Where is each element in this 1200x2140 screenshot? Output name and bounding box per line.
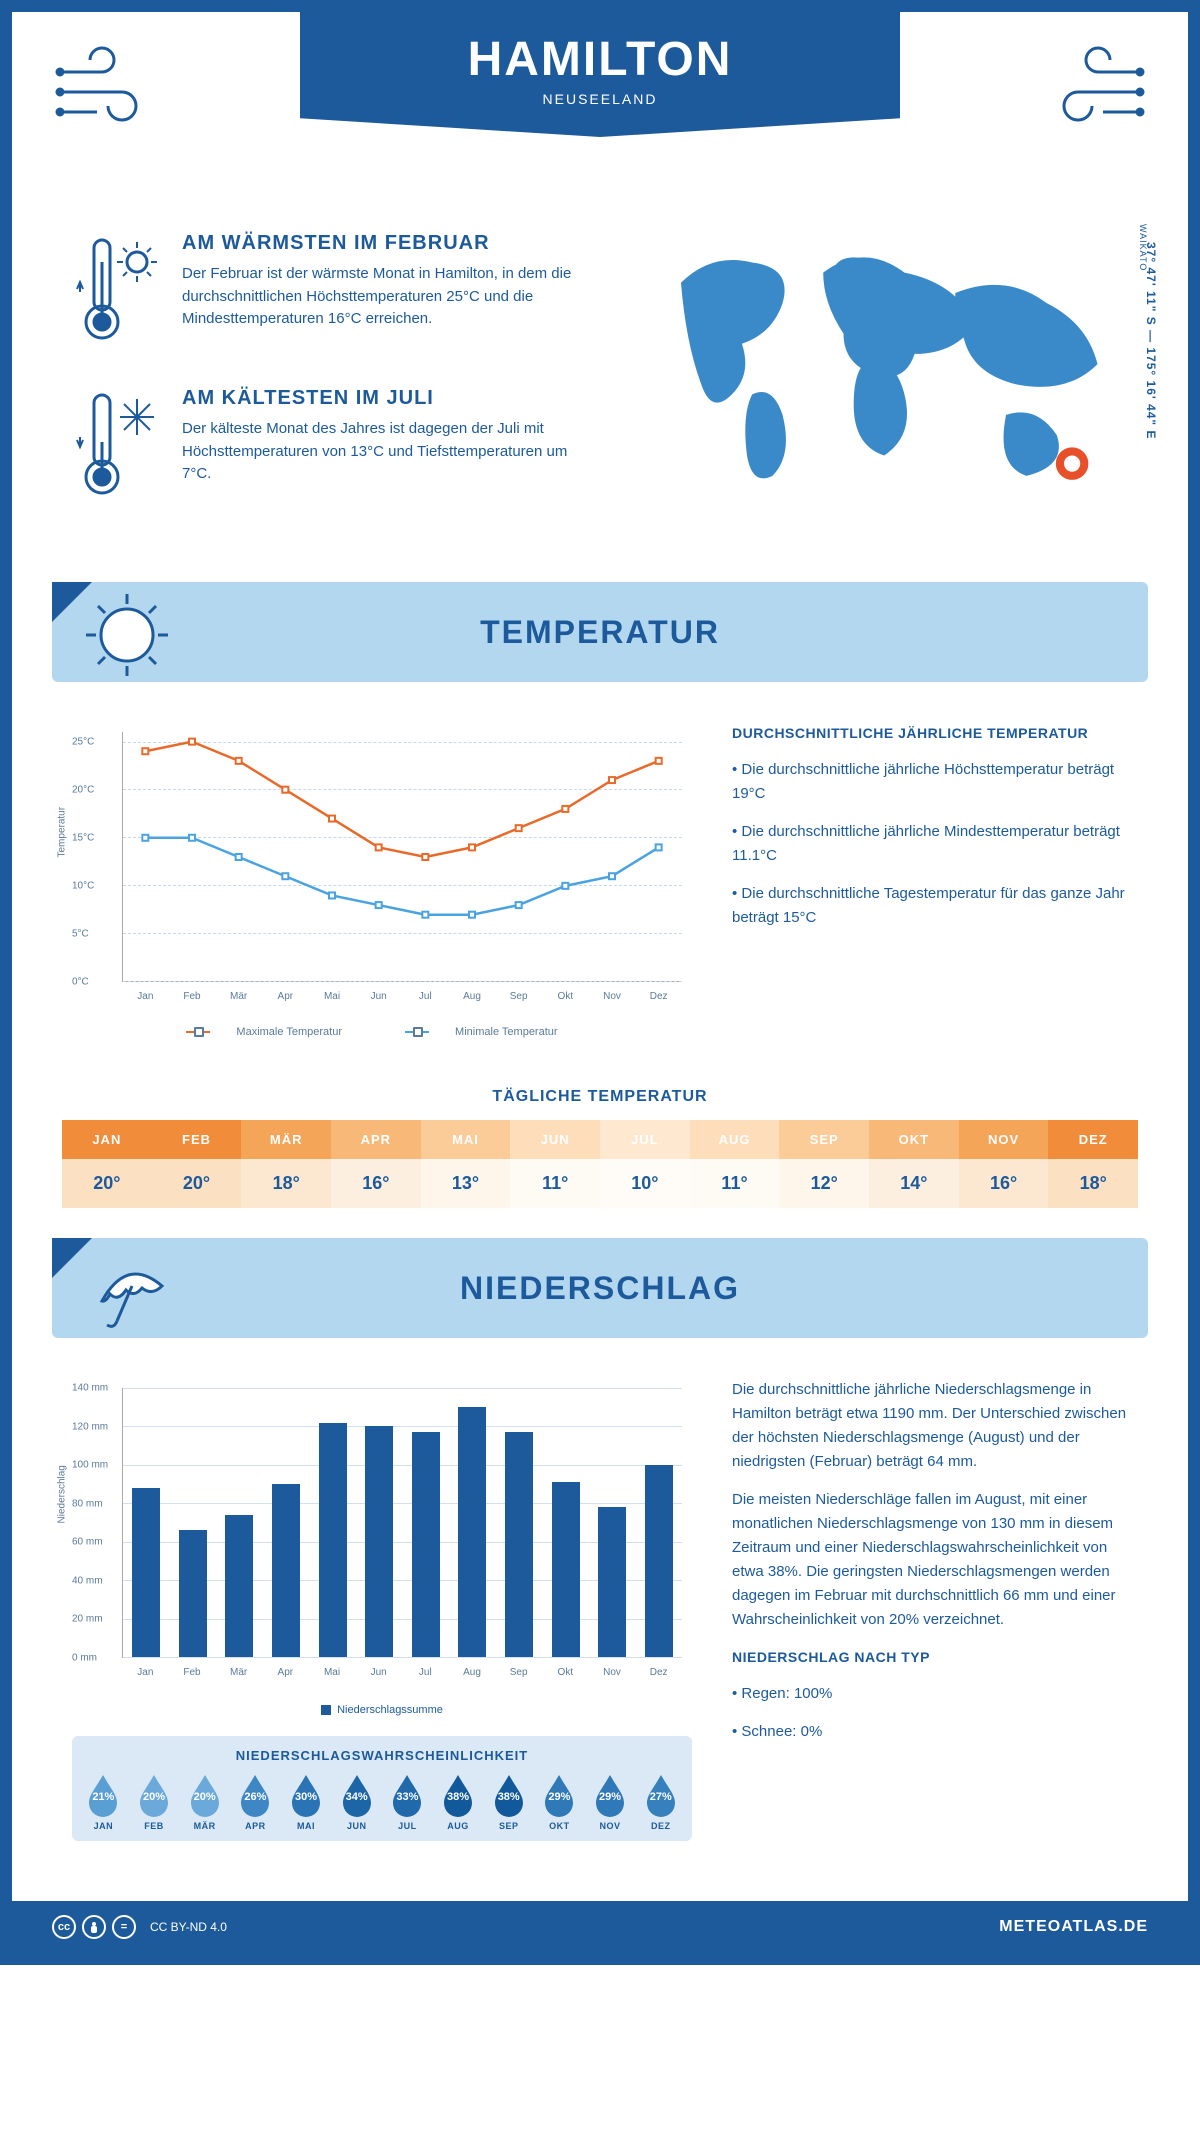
rain-type-title: NIEDERSCHLAG NACH TYP <box>732 1646 1128 1668</box>
table-col: NOV16° <box>959 1120 1049 1208</box>
table-col: OKT14° <box>869 1120 959 1208</box>
umbrella-icon <box>82 1246 172 1341</box>
precipitation-probability-box: NIEDERSCHLAGSWAHRSCHEINLICHKEIT 21%JAN20… <box>72 1736 692 1841</box>
prob-drop: 34%JUN <box>331 1773 382 1831</box>
table-col: APR16° <box>331 1120 421 1208</box>
license-text: CC BY-ND 4.0 <box>150 1920 227 1934</box>
temp-legend: Maximale Temperatur Minimale Temperatur <box>72 1026 692 1038</box>
table-col: MÄR18° <box>241 1120 331 1208</box>
prob-drop: 38%SEP <box>483 1773 534 1831</box>
thermometer-hot-icon <box>72 232 162 357</box>
footer: cc = CC BY-ND 4.0 METEOATLAS.DE <box>12 1901 1188 1953</box>
header: HAMILTON NEUSEELAND <box>12 12 1188 212</box>
prob-drop: 27%DEZ <box>635 1773 686 1831</box>
thermometer-cold-icon <box>72 387 162 512</box>
daily-temp-table: JAN20°FEB20°MÄR18°APR16°MAI13°JUN11°JUL1… <box>62 1120 1138 1208</box>
table-col: SEP12° <box>779 1120 869 1208</box>
prob-drop: 20%FEB <box>129 1773 180 1831</box>
y-axis-label: Niederschlag <box>57 1465 68 1523</box>
rain-para: Die meisten Niederschläge fallen im Augu… <box>732 1488 1128 1632</box>
temperature-section-header: TEMPERATUR <box>52 582 1148 682</box>
temperature-line-chart: Temperatur 0°C5°C10°C15°C20°C25°CJanFebM… <box>72 722 692 1022</box>
intro-section: AM WÄRMSTEN IM FEBRUAR Der Februar ist d… <box>12 212 1188 572</box>
temp-bullet: • Die durchschnittliche jährliche Höchst… <box>732 758 1128 806</box>
prob-drop: 20%MÄR <box>179 1773 230 1831</box>
table-col: JAN20° <box>62 1120 152 1208</box>
prob-drop: 38%AUG <box>433 1773 484 1831</box>
rain-legend-label: Niederschlagssumme <box>337 1704 443 1716</box>
legend-max: Maximale Temperatur <box>236 1026 342 1038</box>
temp-bullet: • Die durchschnittliche jährliche Mindes… <box>732 820 1128 868</box>
warm-fact: AM WÄRMSTEN IM FEBRUAR Der Februar ist d… <box>72 232 580 357</box>
table-col: MAI13° <box>421 1120 511 1208</box>
warm-title: AM WÄRMSTEN IM FEBRUAR <box>182 232 580 255</box>
wind-icon <box>52 42 172 137</box>
temperature-row: Temperatur 0°C5°C10°C15°C20°C25°CJanFebM… <box>12 712 1188 1068</box>
prob-drop: 33%JUL <box>382 1773 433 1831</box>
y-axis-label: Temperatur <box>57 807 68 858</box>
coordinates: 37° 47' 11" S — 175° 16' 44" E <box>1144 242 1158 439</box>
world-map-icon <box>620 232 1128 496</box>
table-col: FEB20° <box>152 1120 242 1208</box>
table-col: JUL10° <box>600 1120 690 1208</box>
cold-fact: AM KÄLTESTEN IM JULI Der kälteste Monat … <box>72 387 580 512</box>
precipitation-section-header: NIEDERSCHLAG <box>52 1238 1148 1338</box>
cc-icon: cc <box>52 1915 76 1939</box>
temp-side-title: DURCHSCHNITTLICHE JÄHRLICHE TEMPERATUR <box>732 722 1128 744</box>
page: HAMILTON NEUSEELAND AM WÄRMSTEN IM FEBRU… <box>0 0 1200 1965</box>
table-col: AUG11° <box>690 1120 780 1208</box>
rain-side-text: Die durchschnittliche jährliche Niedersc… <box>732 1378 1128 1841</box>
prob-drop: 21%JAN <box>78 1773 129 1831</box>
nd-icon: = <box>112 1915 136 1939</box>
precipitation-bar-chart: Niederschlag 0 mm20 mm40 mm60 mm80 mm100… <box>72 1378 692 1698</box>
temp-side-text: DURCHSCHNITTLICHE JÄHRLICHE TEMPERATUR •… <box>732 722 1128 1038</box>
city-name: HAMILTON <box>300 32 900 87</box>
temp-bullet: • Die durchschnittliche Tagestemperatur … <box>732 882 1128 930</box>
prob-drop: 29%OKT <box>534 1773 585 1831</box>
warm-text: Der Februar ist der wärmste Monat in Ham… <box>182 263 580 331</box>
wind-icon <box>1028 42 1148 137</box>
prob-drop: 29%NOV <box>585 1773 636 1831</box>
rain-legend: Niederschlagssumme <box>72 1704 692 1716</box>
precipitation-row: Niederschlag 0 mm20 mm40 mm60 mm80 mm100… <box>12 1368 1188 1871</box>
table-col: DEZ18° <box>1048 1120 1138 1208</box>
table-col: JUN11° <box>510 1120 600 1208</box>
rain-title: NIEDERSCHLAG <box>460 1270 740 1307</box>
rain-para: Die durchschnittliche jährliche Niedersc… <box>732 1378 1128 1474</box>
prob-drop: 30%MAI <box>281 1773 332 1831</box>
by-icon <box>82 1915 106 1939</box>
country-name: NEUSEELAND <box>300 91 900 107</box>
cold-title: AM KÄLTESTEN IM JULI <box>182 387 580 410</box>
cold-text: Der kälteste Monat des Jahres ist dagege… <box>182 418 580 486</box>
legend-min: Minimale Temperatur <box>455 1026 558 1038</box>
temp-title: TEMPERATUR <box>480 614 720 651</box>
rain-type-bullet: • Regen: 100% <box>732 1682 1128 1706</box>
license-badge: cc = CC BY-ND 4.0 <box>52 1915 227 1939</box>
title-banner: HAMILTON NEUSEELAND <box>300 12 900 137</box>
rain-type-bullet: • Schnee: 0% <box>732 1720 1128 1744</box>
prob-drop: 26%APR <box>230 1773 281 1831</box>
daily-temp-title: TÄGLICHE TEMPERATUR <box>12 1088 1188 1106</box>
sun-icon <box>82 590 172 685</box>
brand: METEOATLAS.DE <box>999 1918 1148 1936</box>
prob-title: NIEDERSCHLAGSWAHRSCHEINLICHKEIT <box>72 1748 692 1763</box>
